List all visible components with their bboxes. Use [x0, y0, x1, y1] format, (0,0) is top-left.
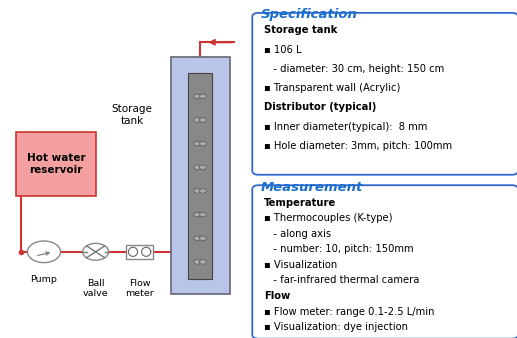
Circle shape — [194, 189, 201, 193]
Text: Measurement: Measurement — [261, 181, 363, 194]
Text: ▪ Inner diameter(typical):  8 mm: ▪ Inner diameter(typical): 8 mm — [264, 122, 427, 132]
Text: Distributor (typical): Distributor (typical) — [264, 102, 376, 113]
Circle shape — [83, 243, 109, 260]
Circle shape — [200, 236, 206, 241]
FancyBboxPatch shape — [16, 132, 96, 196]
FancyBboxPatch shape — [188, 73, 212, 279]
Text: ▪ Transparent wall (Acrylic): ▪ Transparent wall (Acrylic) — [264, 83, 400, 93]
Circle shape — [200, 165, 206, 170]
Text: Storage tank: Storage tank — [264, 25, 337, 35]
Text: Flow: Flow — [264, 291, 290, 301]
Text: - along axis: - along axis — [264, 229, 331, 239]
Text: - diameter: 30 cm, height: 150 cm: - diameter: 30 cm, height: 150 cm — [264, 64, 444, 74]
Circle shape — [200, 94, 206, 99]
Text: ▪ Visualization: ▪ Visualization — [264, 260, 337, 270]
FancyBboxPatch shape — [171, 57, 230, 294]
Text: Flow
meter: Flow meter — [125, 279, 154, 298]
Text: Ball
valve: Ball valve — [83, 279, 109, 298]
Text: - number: 10, pitch: 150mm: - number: 10, pitch: 150mm — [264, 244, 413, 255]
Circle shape — [200, 141, 206, 146]
Circle shape — [194, 236, 201, 241]
Circle shape — [200, 189, 206, 193]
Text: Specification: Specification — [261, 8, 358, 21]
Circle shape — [200, 212, 206, 217]
Circle shape — [194, 94, 201, 99]
Text: ▪ Visualization: dye injection: ▪ Visualization: dye injection — [264, 322, 408, 332]
Text: ▪ Thermocouples (K-type): ▪ Thermocouples (K-type) — [264, 213, 392, 223]
Circle shape — [194, 212, 201, 217]
Text: - far-infrared thermal camera: - far-infrared thermal camera — [264, 275, 419, 286]
Text: ▪ 106 L: ▪ 106 L — [264, 45, 301, 55]
Circle shape — [27, 241, 60, 263]
Circle shape — [194, 141, 201, 146]
Text: ▪ Hole diameter: 3mm, pitch: 100mm: ▪ Hole diameter: 3mm, pitch: 100mm — [264, 141, 452, 151]
Circle shape — [200, 118, 206, 122]
Text: ▪ Flow meter: range 0.1-2.5 L/min: ▪ Flow meter: range 0.1-2.5 L/min — [264, 307, 434, 317]
FancyBboxPatch shape — [126, 245, 153, 259]
Text: Hot water
reservoir: Hot water reservoir — [26, 153, 85, 175]
Text: Storage
tank: Storage tank — [111, 104, 153, 126]
Circle shape — [194, 260, 201, 264]
Circle shape — [194, 118, 201, 122]
Text: Temperature: Temperature — [264, 198, 336, 208]
FancyBboxPatch shape — [252, 13, 517, 175]
FancyBboxPatch shape — [252, 185, 517, 338]
Circle shape — [194, 165, 201, 170]
Text: Pump: Pump — [31, 275, 57, 285]
Circle shape — [200, 260, 206, 264]
